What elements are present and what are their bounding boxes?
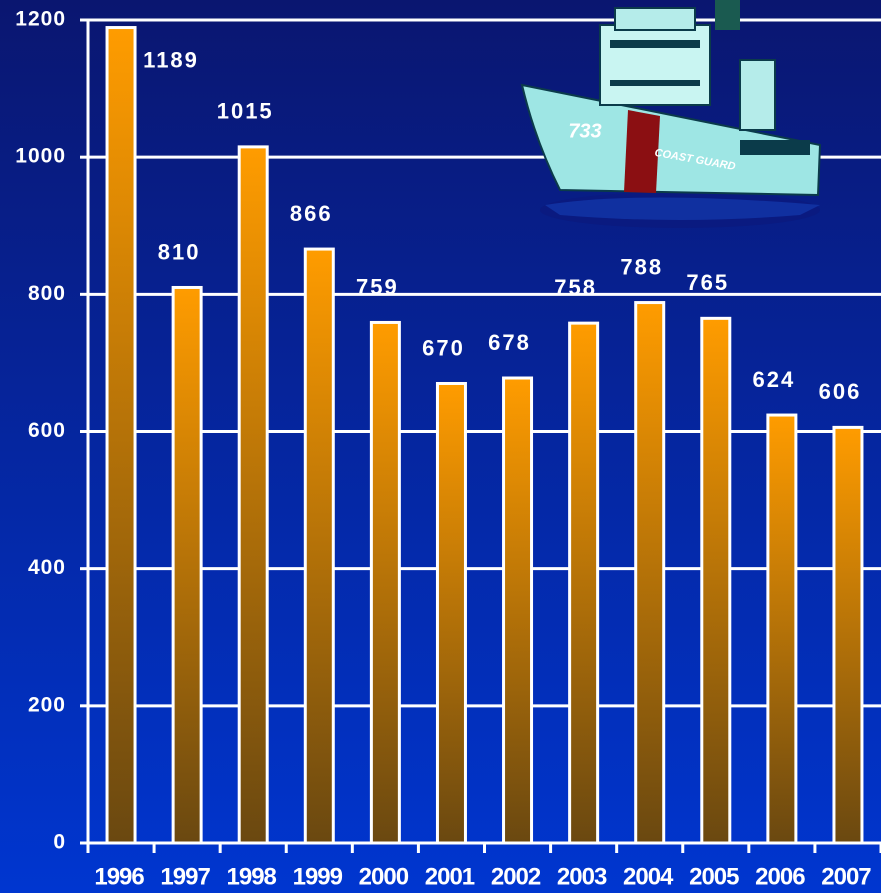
plot: 0 200 400 600 800 1000 1200 1996 1189 1997 810 1998… (15, 8, 881, 890)
x-tick-label: 2003 (557, 863, 607, 890)
value-label: 759 (356, 274, 399, 299)
bar (369, 320, 401, 845)
value-label: 810 (158, 239, 201, 264)
x-tick-label: 1998 (227, 863, 277, 890)
bar (832, 425, 864, 845)
value-label: 1189 (143, 47, 199, 72)
bar (303, 247, 335, 845)
y-tick-label: 1000 (15, 145, 66, 168)
x-tick-label: 2004 (623, 863, 674, 890)
value-label: 866 (290, 201, 333, 226)
x-tick-label: 1997 (160, 863, 210, 890)
bar (237, 145, 269, 845)
bar (766, 413, 798, 845)
bar (634, 301, 666, 845)
value-label: 624 (753, 367, 796, 392)
bar (700, 316, 732, 845)
x-tick-label: 2001 (425, 863, 475, 890)
value-label: 678 (488, 330, 531, 355)
y-tick-label: 800 (28, 282, 66, 305)
y-tick-label: 0 (53, 831, 66, 854)
x-tick-label: 2006 (755, 863, 805, 890)
value-label: 1015 (217, 99, 274, 124)
bar (502, 376, 534, 845)
value-label: 765 (686, 270, 729, 295)
value-label: 788 (620, 254, 663, 279)
bar (171, 285, 203, 845)
x-tick-label: 2002 (491, 863, 541, 890)
x-tick-label: 1999 (293, 863, 343, 890)
y-tick-label: 600 (28, 419, 66, 442)
value-label: 758 (554, 275, 597, 300)
ship-illustration: 733 COAST GUARD (520, 0, 822, 228)
x-tick-label: 2000 (359, 863, 409, 890)
x-tick-label: 1996 (94, 863, 144, 890)
bar (568, 321, 600, 845)
hull-number: 733 (568, 120, 601, 142)
y-tick-label: 400 (28, 556, 66, 579)
y-tick-label: 1200 (15, 8, 66, 31)
y-tick-label: 200 (28, 693, 66, 716)
value-label: 670 (422, 335, 465, 360)
bar (435, 381, 467, 845)
value-label: 606 (819, 379, 862, 404)
bar (105, 26, 137, 845)
x-tick-label: 2007 (821, 863, 871, 890)
x-tick-label: 2005 (689, 863, 739, 890)
